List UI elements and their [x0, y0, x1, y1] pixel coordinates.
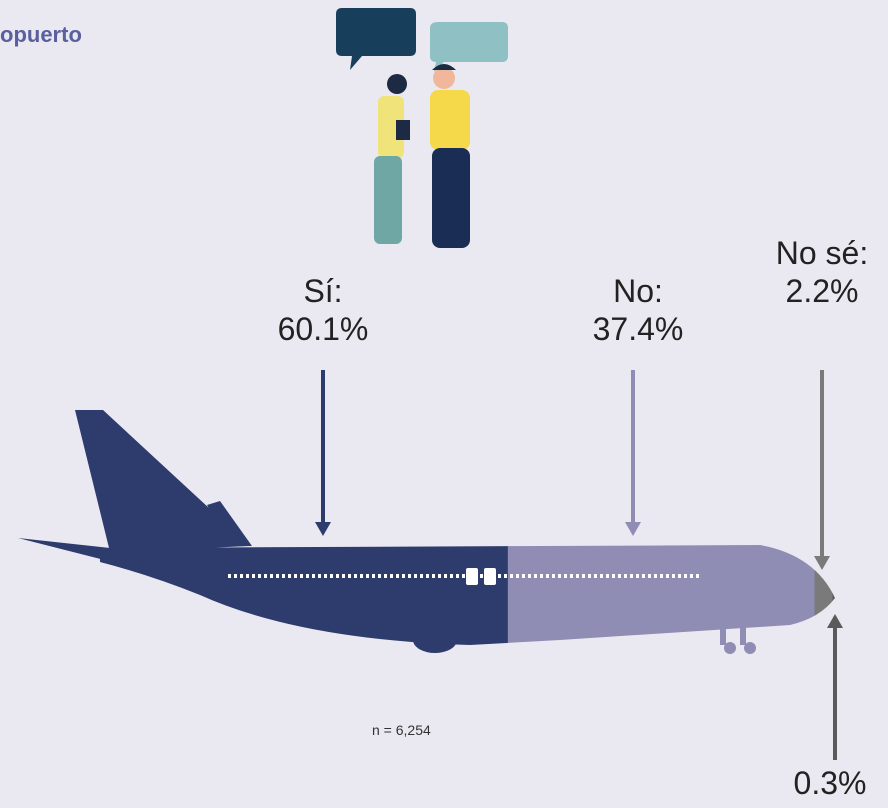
- door: [466, 568, 478, 585]
- plane-segment: [15, 400, 508, 670]
- category-label: No:: [578, 272, 698, 310]
- chart: [0, 0, 888, 808]
- data-label: Sí:60.1%: [263, 272, 383, 348]
- arrow-head: [625, 522, 641, 536]
- arrow-head: [814, 556, 830, 570]
- value-label: 0.3%: [780, 764, 880, 802]
- title: opuerto: [0, 22, 82, 48]
- arrow-head: [827, 614, 843, 628]
- category-label: Sí:: [263, 272, 383, 310]
- door: [484, 568, 496, 585]
- data-label: 0.3%: [780, 764, 880, 802]
- data-label: No:37.4%: [578, 272, 698, 348]
- data-label: No sé:2.2%: [772, 234, 872, 310]
- value-label: 37.4%: [578, 310, 698, 348]
- illustration: [336, 8, 508, 248]
- infographic: opuerto n = 6,254 Sí:60.1% No:37.4% No sé:…: [0, 0, 888, 808]
- category-label: No sé:: [772, 234, 872, 272]
- value-label: 2.2%: [772, 272, 872, 310]
- plane-segment: [508, 400, 815, 670]
- value-label: 60.1%: [263, 310, 383, 348]
- arrow-head: [315, 522, 331, 536]
- sample-size: n = 6,254: [372, 722, 431, 738]
- plane: [15, 400, 840, 670]
